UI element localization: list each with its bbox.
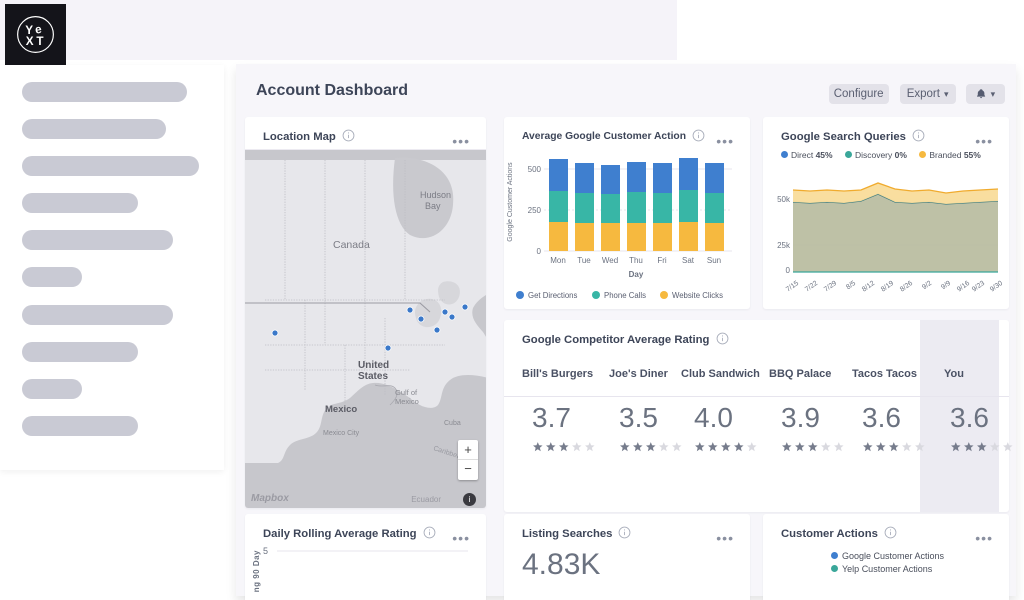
svg-text:9/30: 9/30	[989, 280, 1004, 294]
svg-text:Bay: Bay	[425, 201, 441, 211]
svg-text:Sat: Sat	[682, 256, 695, 265]
svg-text:Fri: Fri	[657, 256, 667, 265]
svg-text:T: T	[36, 35, 44, 48]
svg-text:Mexico: Mexico	[395, 397, 419, 406]
svg-text:8/12: 8/12	[861, 280, 876, 294]
svg-text:9/16: 9/16	[956, 280, 971, 294]
svg-text:Mexico City: Mexico City	[323, 430, 360, 437]
svg-text:8/26: 8/26	[899, 280, 914, 294]
svg-text:250: 250	[528, 206, 542, 215]
svg-text:9/9: 9/9	[940, 280, 952, 291]
svg-text:8/19: 8/19	[880, 280, 895, 294]
svg-text:7/22: 7/22	[804, 280, 819, 294]
svg-text:25k: 25k	[777, 241, 791, 250]
svg-text:Mon: Mon	[550, 256, 566, 265]
svg-text:Wed: Wed	[602, 256, 618, 265]
svg-text:Google Customer Actions: Google Customer Actions	[507, 162, 514, 242]
svg-text:Sun: Sun	[707, 256, 721, 265]
svg-text:0: 0	[537, 247, 542, 256]
svg-text:9/2: 9/2	[921, 280, 933, 291]
svg-text:Canada: Canada	[333, 239, 370, 251]
svg-text:Website Clicks: Website Clicks	[672, 291, 723, 300]
svg-text:Hudson: Hudson	[420, 190, 451, 200]
svg-text:500: 500	[528, 165, 542, 174]
svg-text:0: 0	[786, 266, 791, 275]
svg-text:States: States	[358, 371, 388, 382]
svg-text:Get Directions: Get Directions	[528, 291, 577, 300]
svg-text:5: 5	[263, 546, 268, 556]
svg-text:Thu: Thu	[629, 256, 643, 265]
svg-text:9/23: 9/23	[971, 280, 986, 294]
svg-text:X: X	[26, 35, 34, 48]
svg-text:Gulf of: Gulf of	[395, 388, 418, 397]
svg-text:7/15: 7/15	[785, 280, 800, 294]
svg-text:7/29: 7/29	[823, 280, 838, 294]
svg-text:Phone Calls: Phone Calls	[604, 291, 646, 300]
svg-text:United: United	[358, 360, 389, 371]
svg-text:Tue: Tue	[577, 256, 591, 265]
svg-text:8/5: 8/5	[845, 280, 857, 291]
svg-text:Cuba: Cuba	[444, 420, 461, 427]
svg-text:Day: Day	[629, 270, 644, 279]
svg-text:50k: 50k	[777, 195, 791, 204]
svg-text:Mexico: Mexico	[325, 404, 357, 415]
